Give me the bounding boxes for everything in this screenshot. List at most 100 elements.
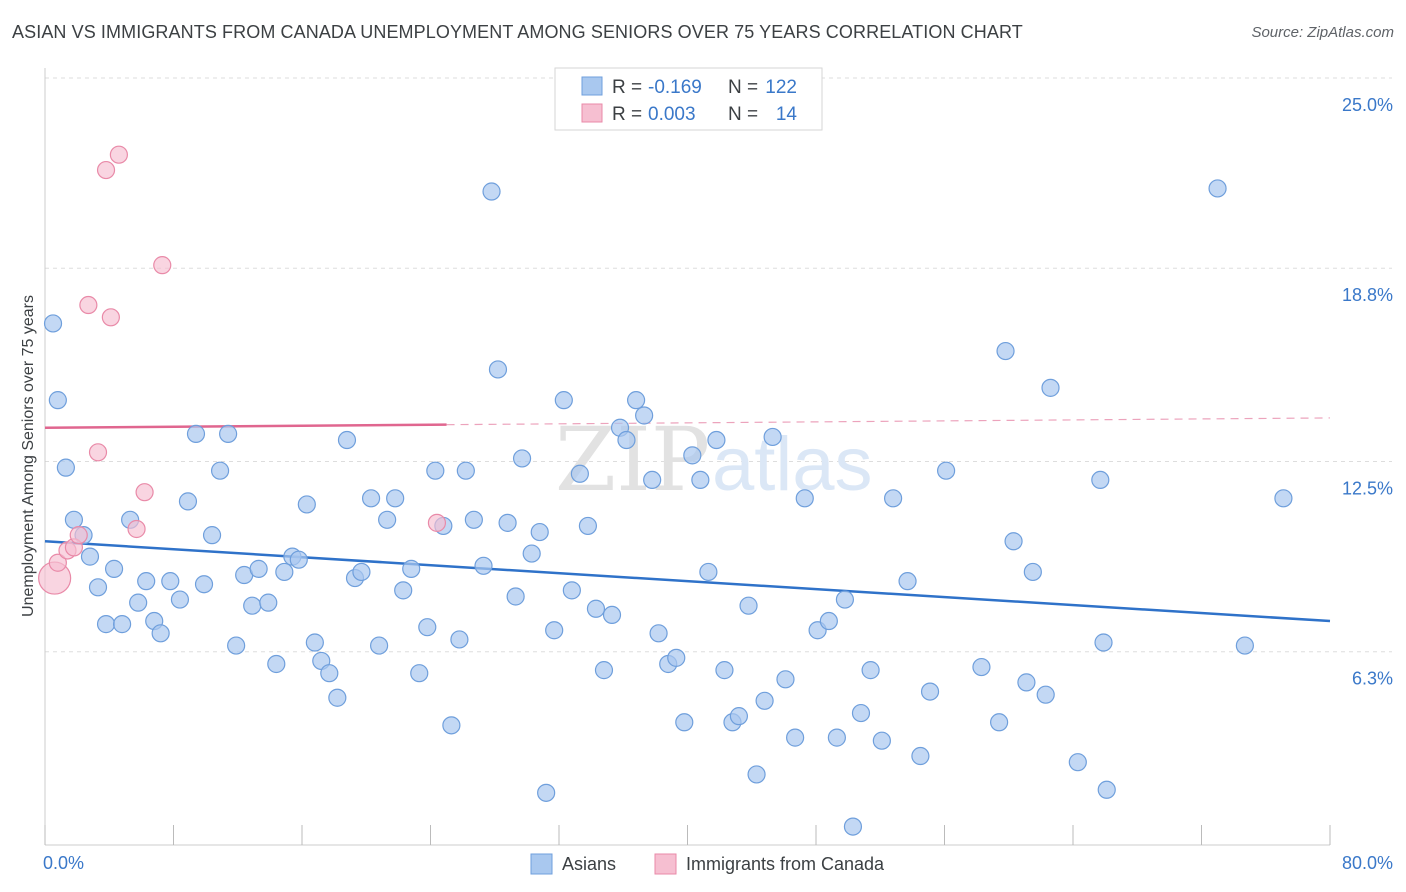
y-tick-label: 25.0% <box>1342 95 1393 115</box>
asians-point <box>378 510 397 529</box>
canada-point <box>69 526 88 545</box>
asians-point <box>219 424 238 443</box>
asians-point <box>170 590 190 609</box>
asians-point <box>202 526 222 545</box>
asians-point <box>920 682 940 701</box>
asians-point <box>1017 673 1036 692</box>
asians-point <box>512 449 532 468</box>
asians-point <box>498 513 517 532</box>
asians-point <box>43 314 63 333</box>
asians-point <box>739 596 758 615</box>
canada-n-value: 14 <box>776 104 798 125</box>
asians-point <box>937 461 956 480</box>
y-tick-label: 18.8% <box>1342 285 1393 305</box>
asians-point <box>112 615 132 634</box>
asians-point <box>827 728 846 747</box>
canada-point <box>153 256 172 275</box>
asians-point <box>1097 780 1116 799</box>
legend-asians-label: Asians <box>562 854 616 874</box>
asians-point <box>699 562 718 582</box>
asians-point <box>843 817 863 836</box>
asians-point <box>649 624 668 643</box>
x-tick-labels: 0.0% 80.0% <box>43 853 1393 873</box>
watermark-atlas: atlas <box>712 422 873 507</box>
asians-n-value: 122 <box>765 77 797 98</box>
asians-point <box>1023 562 1042 582</box>
legend: Asians Immigrants from Canada <box>530 853 885 875</box>
asians-point <box>137 572 156 591</box>
asians-point <box>450 630 469 649</box>
asians-point <box>210 461 230 480</box>
stats-box: R = -0.169 N = 122 R = 0.003 N = 14 <box>554 67 823 131</box>
asians-point <box>104 559 124 578</box>
asians-point <box>1235 636 1254 655</box>
asians-point <box>506 587 525 606</box>
canada-point <box>427 513 447 532</box>
asians-swatch <box>581 76 603 96</box>
canada-point <box>96 160 116 180</box>
asians-point <box>178 492 198 511</box>
canada-r-label: R = <box>612 104 642 125</box>
asians-point <box>835 590 855 609</box>
asians-point <box>289 550 308 569</box>
canada-point <box>101 308 120 327</box>
canada-trend-line <box>44 423 447 430</box>
asians-point <box>554 391 573 410</box>
asians-point <box>1036 685 1055 704</box>
asians-point <box>667 648 686 667</box>
asians-point <box>522 544 541 563</box>
asians-point <box>64 510 84 529</box>
asians-point <box>305 633 324 652</box>
asians-point <box>386 489 405 508</box>
asians-point <box>418 618 437 637</box>
asians-point <box>1068 753 1087 772</box>
asians-point <box>1091 470 1110 490</box>
legend-canada-swatch <box>654 853 677 875</box>
asians-point <box>729 707 749 726</box>
chart-title: ASIAN VS IMMIGRANTS FROM CANADA UNEMPLOY… <box>12 22 1023 42</box>
asians-point <box>442 716 461 735</box>
asians-point <box>194 575 214 594</box>
asians-point <box>562 581 581 600</box>
asians-r-value: -0.169 <box>648 77 702 98</box>
x-tick-label-max: 80.0% <box>1342 853 1393 873</box>
asians-point <box>96 615 116 634</box>
asians-points <box>43 179 1293 836</box>
asians-point <box>328 688 347 707</box>
trend-lines <box>44 417 1331 623</box>
asians-point <box>617 430 636 450</box>
asians-point <box>1041 378 1060 397</box>
asians-point <box>227 636 246 655</box>
asians-point <box>545 621 564 640</box>
asians-point <box>456 461 475 480</box>
asians-point <box>186 424 206 443</box>
canada-point <box>135 483 154 502</box>
asians-point <box>370 636 389 655</box>
asians-point <box>488 360 508 379</box>
y-axis-title: Unemployment Among Seniors over 75 years <box>20 295 37 617</box>
canada-r-value: 0.003 <box>648 104 696 125</box>
asians-point <box>482 182 501 201</box>
asians-point <box>129 593 148 612</box>
asians-point <box>394 581 413 600</box>
asians-point <box>602 605 622 625</box>
asians-point <box>990 713 1009 732</box>
asians-r-label: R = <box>612 77 642 98</box>
asians-point <box>996 341 1015 361</box>
grid-lines <box>45 77 1392 653</box>
asians-point <box>151 624 170 643</box>
asians-point <box>626 391 646 410</box>
canada-swatch <box>581 103 603 123</box>
legend-canada-label: Immigrants from Canada <box>686 854 885 874</box>
asians-point <box>402 559 421 578</box>
asians-point <box>851 703 871 723</box>
asians-point <box>537 783 556 802</box>
asians-point <box>320 664 339 683</box>
asians-point <box>883 489 903 508</box>
asians-point <box>594 661 614 680</box>
asians-point <box>755 691 774 710</box>
asians-point <box>530 522 549 542</box>
asians-point <box>795 489 814 508</box>
canada-point <box>79 295 98 315</box>
